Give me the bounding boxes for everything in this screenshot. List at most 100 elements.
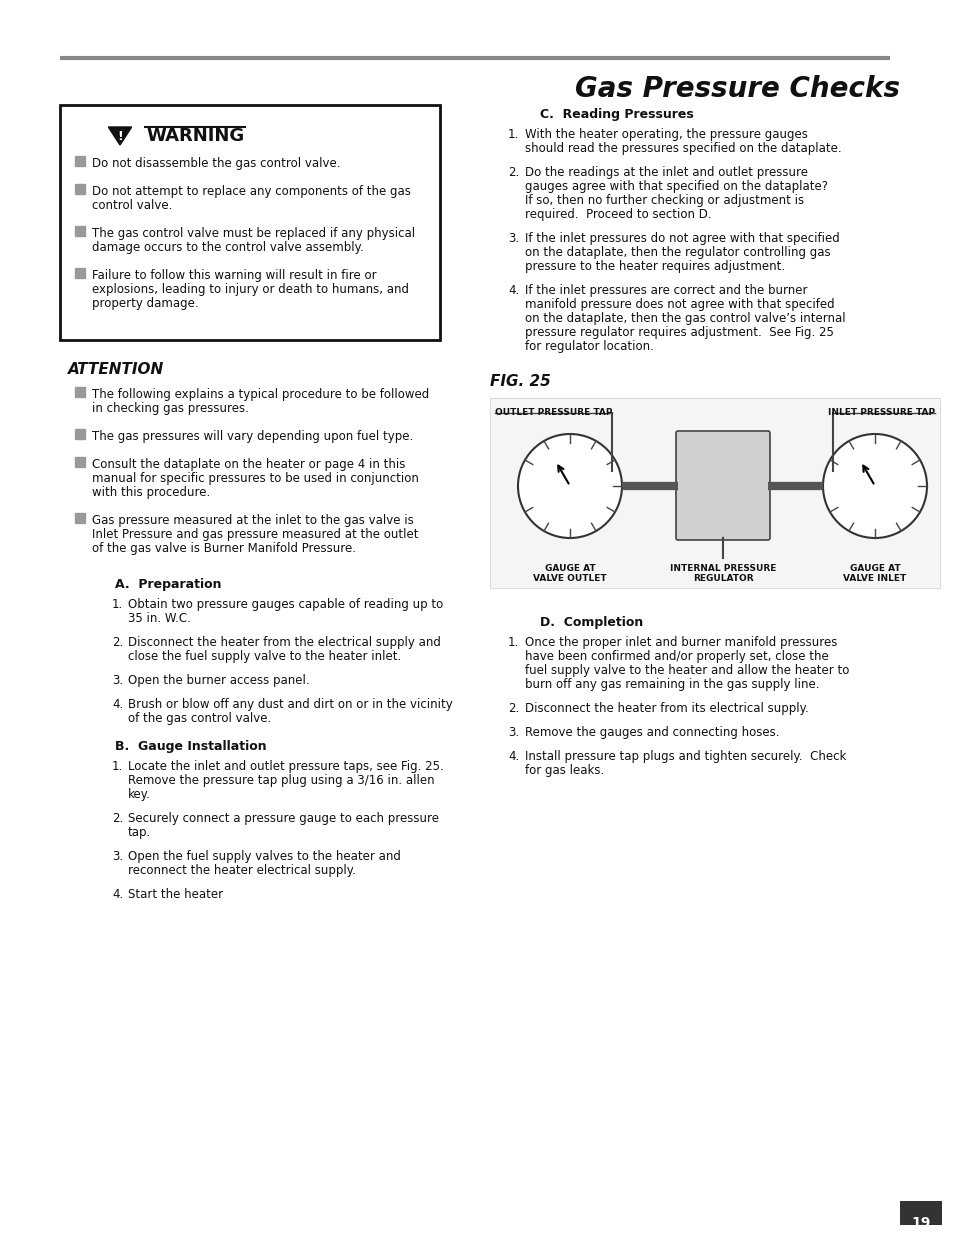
Text: Remove the gauges and connecting hoses.: Remove the gauges and connecting hoses. — [524, 726, 779, 739]
Text: WARNING: WARNING — [146, 127, 244, 144]
Text: FIG. 25: FIG. 25 — [490, 374, 550, 389]
Text: 2.: 2. — [507, 165, 518, 179]
FancyBboxPatch shape — [676, 431, 769, 540]
Text: A.  Preparation: A. Preparation — [115, 578, 221, 592]
Text: B.  Gauge Installation: B. Gauge Installation — [115, 740, 266, 753]
Text: 1.: 1. — [507, 636, 518, 650]
Polygon shape — [109, 127, 132, 144]
Text: 35 in. W.C.: 35 in. W.C. — [128, 613, 191, 625]
Text: required.  Proceed to section D.: required. Proceed to section D. — [524, 207, 711, 221]
Text: manifold pressure does not agree with that specifed: manifold pressure does not agree with th… — [524, 298, 834, 311]
Text: 4.: 4. — [507, 750, 518, 763]
FancyBboxPatch shape — [75, 184, 85, 194]
Circle shape — [517, 433, 621, 538]
Text: If the inlet pressures are correct and the burner: If the inlet pressures are correct and t… — [524, 284, 806, 296]
Text: With the heater operating, the pressure gauges: With the heater operating, the pressure … — [524, 128, 807, 141]
Text: 1.: 1. — [112, 760, 123, 773]
Text: for regulator location.: for regulator location. — [524, 340, 653, 353]
Text: Locate the inlet and outlet pressure taps, see Fig. 25.: Locate the inlet and outlet pressure tap… — [128, 760, 443, 773]
Text: burn off any gas remaining in the gas supply line.: burn off any gas remaining in the gas su… — [524, 678, 819, 692]
FancyBboxPatch shape — [75, 268, 85, 278]
Text: Consult the dataplate on the heater or page 4 in this: Consult the dataplate on the heater or p… — [91, 458, 405, 471]
Text: 2.: 2. — [112, 636, 123, 650]
Text: reconnect the heater electrical supply.: reconnect the heater electrical supply. — [128, 864, 355, 877]
Text: 4.: 4. — [112, 888, 123, 902]
Text: INTERNAL PRESSURE
REGULATOR: INTERNAL PRESSURE REGULATOR — [669, 563, 776, 583]
Text: damage occurs to the control valve assembly.: damage occurs to the control valve assem… — [91, 241, 363, 254]
FancyBboxPatch shape — [899, 1200, 941, 1225]
Text: GAUGE AT
VALVE INLET: GAUGE AT VALVE INLET — [842, 563, 905, 583]
Text: 1.: 1. — [507, 128, 518, 141]
Text: Do not disassemble the gas control valve.: Do not disassemble the gas control valve… — [91, 157, 340, 170]
Text: key.: key. — [128, 788, 151, 802]
Text: 2.: 2. — [507, 701, 518, 715]
Text: D.  Completion: D. Completion — [539, 616, 642, 629]
Text: Start the heater: Start the heater — [128, 888, 223, 902]
Text: 3.: 3. — [112, 850, 123, 863]
Text: pressure to the heater requires adjustment.: pressure to the heater requires adjustme… — [524, 261, 784, 273]
Circle shape — [822, 433, 926, 538]
Text: Securely connect a pressure gauge to each pressure: Securely connect a pressure gauge to eac… — [128, 811, 438, 825]
Text: Brush or blow off any dust and dirt on or in the vicinity: Brush or blow off any dust and dirt on o… — [128, 698, 453, 711]
Text: If the inlet pressures do not agree with that specified: If the inlet pressures do not agree with… — [524, 232, 839, 245]
Text: If so, then no further checking or adjustment is: If so, then no further checking or adjus… — [524, 194, 803, 207]
Text: C.  Reading Pressures: C. Reading Pressures — [539, 107, 693, 121]
FancyBboxPatch shape — [75, 513, 85, 522]
Text: should read the pressures specified on the dataplate.: should read the pressures specified on t… — [524, 142, 841, 156]
Text: Open the burner access panel.: Open the burner access panel. — [128, 674, 310, 687]
Text: Do the readings at the inlet and outlet pressure: Do the readings at the inlet and outlet … — [524, 165, 807, 179]
Text: 3.: 3. — [507, 232, 518, 245]
FancyBboxPatch shape — [75, 387, 85, 396]
Text: Inlet Pressure and gas pressure measured at the outlet: Inlet Pressure and gas pressure measured… — [91, 529, 418, 541]
Text: 4.: 4. — [507, 284, 518, 296]
Text: The gas pressures will vary depending upon fuel type.: The gas pressures will vary depending up… — [91, 430, 413, 443]
Text: Obtain two pressure gauges capable of reading up to: Obtain two pressure gauges capable of re… — [128, 598, 443, 611]
Text: INLET PRESSURE TAP: INLET PRESSURE TAP — [827, 408, 934, 417]
Text: Once the proper inlet and burner manifold pressures: Once the proper inlet and burner manifol… — [524, 636, 837, 650]
Text: Failure to follow this warning will result in fire or: Failure to follow this warning will resu… — [91, 269, 376, 282]
Text: Disconnect the heater from the electrical supply and: Disconnect the heater from the electrica… — [128, 636, 440, 650]
Text: 3.: 3. — [112, 674, 123, 687]
Text: Open the fuel supply valves to the heater and: Open the fuel supply valves to the heate… — [128, 850, 400, 863]
FancyBboxPatch shape — [75, 156, 85, 165]
Text: gauges agree with that specified on the dataplate?: gauges agree with that specified on the … — [524, 180, 827, 193]
FancyBboxPatch shape — [490, 398, 939, 588]
Text: !: ! — [117, 130, 123, 142]
Text: ATTENTION: ATTENTION — [68, 362, 164, 377]
FancyBboxPatch shape — [60, 105, 439, 340]
Text: close the fuel supply valve to the heater inlet.: close the fuel supply valve to the heate… — [128, 650, 401, 663]
Text: property damage.: property damage. — [91, 296, 198, 310]
Text: Disconnect the heater from its electrical supply.: Disconnect the heater from its electrica… — [524, 701, 808, 715]
Text: GAUGE AT
VALVE OUTLET: GAUGE AT VALVE OUTLET — [533, 563, 606, 583]
Text: Gas Pressure Checks: Gas Pressure Checks — [575, 75, 899, 103]
Text: pressure regulator requires adjustment.  See Fig. 25: pressure regulator requires adjustment. … — [524, 326, 833, 338]
Text: explosions, leading to injury or death to humans, and: explosions, leading to injury or death t… — [91, 283, 409, 296]
Text: of the gas control valve.: of the gas control valve. — [128, 713, 271, 725]
Text: 1.: 1. — [112, 598, 123, 611]
Text: on the dataplate, then the regulator controlling gas: on the dataplate, then the regulator con… — [524, 246, 830, 259]
Text: on the dataplate, then the gas control valve’s internal: on the dataplate, then the gas control v… — [524, 312, 844, 325]
Text: Do not attempt to replace any components of the gas: Do not attempt to replace any components… — [91, 185, 411, 198]
Text: manual for specific pressures to be used in conjunction: manual for specific pressures to be used… — [91, 472, 418, 485]
Text: 3.: 3. — [507, 726, 518, 739]
FancyBboxPatch shape — [75, 226, 85, 236]
Text: have been confirmed and/or properly set, close the: have been confirmed and/or properly set,… — [524, 650, 828, 663]
FancyBboxPatch shape — [75, 457, 85, 467]
Text: in checking gas pressures.: in checking gas pressures. — [91, 403, 249, 415]
Text: 4.: 4. — [112, 698, 123, 711]
Text: Remove the pressure tap plug using a 3/16 in. allen: Remove the pressure tap plug using a 3/1… — [128, 774, 435, 787]
Text: Gas pressure measured at the inlet to the gas valve is: Gas pressure measured at the inlet to th… — [91, 514, 414, 527]
FancyBboxPatch shape — [75, 429, 85, 438]
Text: The following explains a typical procedure to be followed: The following explains a typical procedu… — [91, 388, 429, 401]
Text: fuel supply valve to the heater and allow the heater to: fuel supply valve to the heater and allo… — [524, 664, 848, 677]
Text: for gas leaks.: for gas leaks. — [524, 764, 603, 777]
Text: Install pressure tap plugs and tighten securely.  Check: Install pressure tap plugs and tighten s… — [524, 750, 845, 763]
Text: tap.: tap. — [128, 826, 152, 839]
Text: The gas control valve must be replaced if any physical: The gas control valve must be replaced i… — [91, 227, 415, 240]
Text: 2.: 2. — [112, 811, 123, 825]
Text: OUTLET PRESSURE TAP: OUTLET PRESSURE TAP — [495, 408, 612, 417]
Text: 19: 19 — [910, 1216, 930, 1230]
Text: control valve.: control valve. — [91, 199, 172, 212]
Text: of the gas valve is Burner Manifold Pressure.: of the gas valve is Burner Manifold Pres… — [91, 542, 355, 555]
Text: with this procedure.: with this procedure. — [91, 487, 210, 499]
